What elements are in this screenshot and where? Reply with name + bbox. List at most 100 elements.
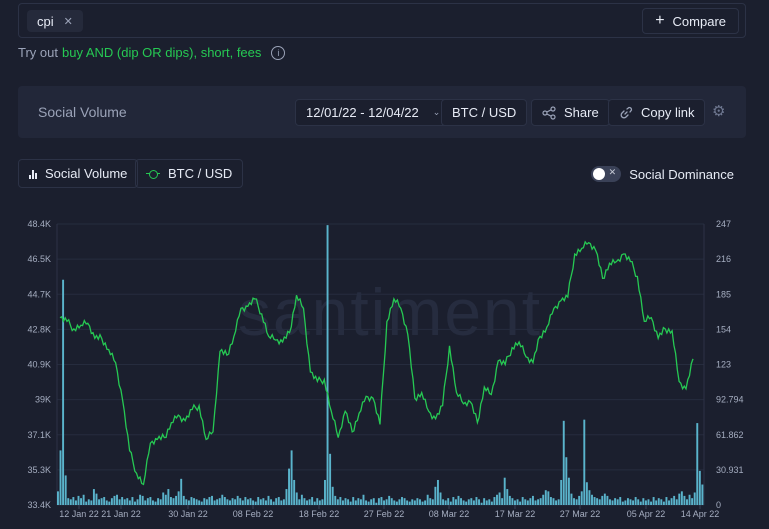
volume-bar [288,468,290,505]
volume-bar [411,499,414,505]
volume-bar [475,497,478,505]
volume-bar [686,499,688,505]
volume-bar [182,495,185,505]
volume-bar [385,499,388,505]
volume-bar [298,499,301,505]
copy-link-button[interactable]: Copy link [608,99,706,126]
volume-bar [275,498,278,505]
volume-bar [498,492,501,505]
volume-bar [321,499,324,505]
volume-bar [82,494,85,505]
volume-bar [239,498,242,505]
volume-bar [377,498,380,505]
volume-bar [90,500,93,505]
metric-social-volume[interactable]: Social Volume [18,159,139,188]
volume-bar [157,498,160,505]
x-axis-tick: 12 Jan 22 [59,509,99,519]
volume-bar [383,500,385,505]
right-axis-tick: 0 [716,500,721,510]
try-out-link[interactable]: buy AND (dip OR dips), short, fees [61,45,262,60]
volume-bar [72,497,75,505]
volume-bar [626,498,629,505]
volume-bar [470,498,473,505]
volume-bar [680,491,683,505]
left-axis-tick: 40.9K [27,360,51,370]
volume-bar [280,500,283,505]
volume-bar [236,495,239,505]
volume-bar [164,494,167,505]
left-axis-tick: 44.7K [27,289,51,299]
volume-bar [316,498,319,505]
volume-bar [575,499,578,505]
volume-bar [92,489,95,505]
volume-bar [591,494,593,505]
metric-btc-usd[interactable]: BTC / USD [135,159,244,188]
volume-bar [534,500,537,505]
volume-bar [257,497,260,505]
right-axis-tick: 185 [716,289,731,299]
search-tag[interactable]: cpi ✕ [27,10,83,32]
pair-selector[interactable]: BTC / USD [441,99,528,126]
volume-bar [352,497,355,505]
volume-bar [691,498,694,505]
volume-bar [213,500,216,505]
volume-bar [331,486,334,505]
volume-bar [478,499,480,505]
volume-bar [390,498,393,505]
right-axis-tick: 123 [716,360,731,370]
volume-bar [116,494,118,505]
bar-chart-icon [29,169,37,179]
right-axis: 247 216 185 154 123 92.794 61.862 30.931 0 [716,219,744,510]
volume-bar [419,499,421,505]
date-range-picker[interactable]: 12/01/22 - 12/04/22 ⌄ [295,99,452,126]
compare-button[interactable]: + Compare [642,8,739,34]
volume-bar [380,497,383,505]
volume-bar [480,502,483,505]
volume-bar [388,495,391,505]
x-axis-tick: 27 Feb 22 [364,509,405,519]
volume-bar [252,500,255,505]
volume-bar [144,500,147,505]
volume-bar [74,500,77,505]
volume-bar [134,501,136,505]
toggle-switch[interactable]: ✕ [591,166,622,182]
volume-bar [359,499,362,505]
volume-bar [200,501,203,505]
volume-bar [103,497,106,505]
x-axis-tick: 18 Feb 22 [299,509,340,519]
volume-bar [472,500,475,505]
volume-bar [609,499,611,505]
price-volume-chart[interactable]: santiment 48.4K 46.5K 44.7K 42.8K 40.9K 39K 37… [0,210,769,529]
volume-bar [462,500,465,505]
volume-bar [87,499,90,505]
volume-bar [593,497,596,505]
volume-bar [652,497,655,505]
volume-bar [488,499,491,505]
volume-bar [503,477,506,505]
info-icon[interactable]: i [271,45,286,60]
volume-bar [393,500,396,505]
gear-icon[interactable]: ⚙ [712,103,726,120]
toggle-knob [593,168,606,180]
volume-bar [490,501,493,505]
volume-bar [449,501,452,505]
volume-bar [270,499,273,505]
volume-bar [683,495,686,505]
volume-bar [665,497,668,505]
volume-bar [583,419,586,505]
volume-bar [244,497,247,505]
volume-bar [100,498,103,505]
search-bar[interactable]: cpi ✕ + Compare [18,3,746,38]
chevron-down-icon: ⌄ [432,107,441,117]
volume-bar [249,498,252,505]
volume-bar [580,491,583,505]
volume-bar [62,279,65,505]
volume-bar [349,501,352,505]
btc-price-line [59,240,694,486]
volume-bar [172,498,175,505]
social-dominance-toggle[interactable]: ✕ Social Dominance [591,166,734,182]
share-button[interactable]: Share [531,99,610,126]
volume-bar [365,500,368,505]
volume-bar [341,500,344,505]
close-icon[interactable]: ✕ [63,15,73,28]
